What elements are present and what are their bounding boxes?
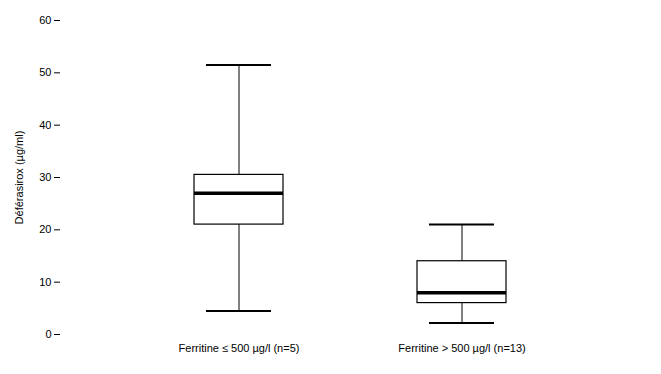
svg-text:0: 0 bbox=[45, 328, 51, 340]
svg-text:50: 50 bbox=[39, 66, 51, 78]
svg-text:40: 40 bbox=[39, 119, 51, 131]
svg-text:Ferritine ≤ 500 µg/l (n=5): Ferritine ≤ 500 µg/l (n=5) bbox=[179, 342, 300, 354]
svg-text:10: 10 bbox=[39, 276, 51, 288]
svg-text:60: 60 bbox=[39, 14, 51, 26]
svg-text:20: 20 bbox=[39, 223, 51, 235]
svg-text:Déférasirox (µg/ml): Déférasirox (µg/ml) bbox=[13, 131, 25, 225]
svg-text:30: 30 bbox=[39, 171, 51, 183]
svg-text:Ferritine > 500 µg/l (n=13): Ferritine > 500 µg/l (n=13) bbox=[398, 342, 525, 354]
